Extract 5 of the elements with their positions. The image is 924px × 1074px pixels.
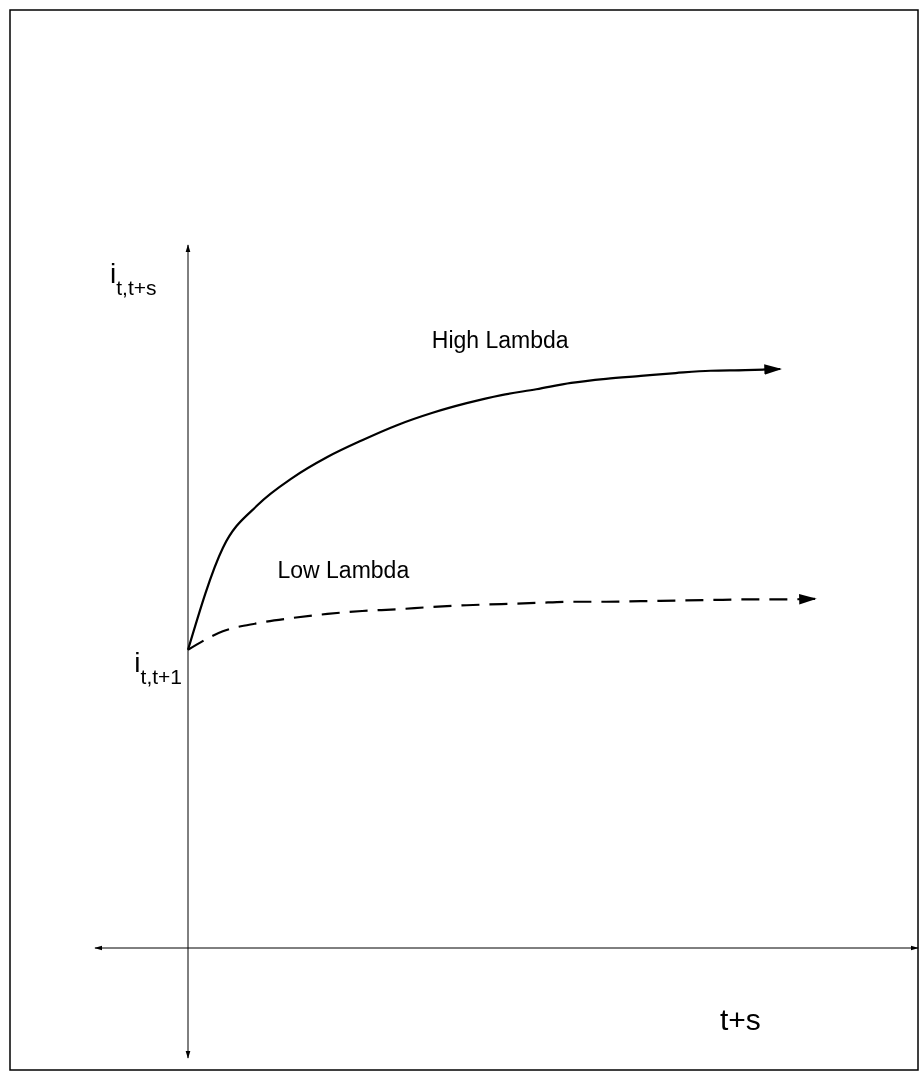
annotation: i$_{t,t+1}$ — [134, 646, 182, 688]
x-axis-title: t+s — [720, 1003, 761, 1036]
series-label: Low Lambda — [277, 556, 410, 583]
series-label: High Lambda — [431, 327, 569, 353]
y-axis-title: i$_{t,t+s}$ — [110, 258, 157, 299]
